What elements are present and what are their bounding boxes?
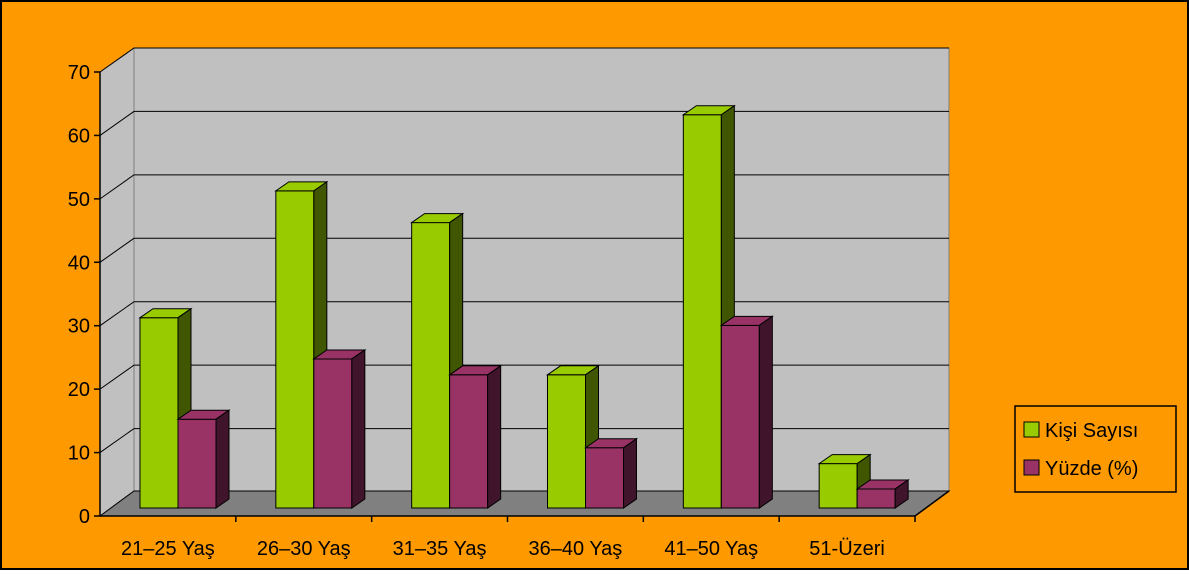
plot-back-wall: [133, 47, 950, 492]
bar-yuzde-0: [176, 409, 231, 509]
x-tick-label: 31–35 Yaş: [393, 538, 487, 560]
x-tick-label: 36–40 Yaş: [529, 538, 623, 560]
gridline: [99, 364, 949, 390]
y-tick-label: 20: [68, 379, 90, 401]
gridline: [99, 428, 949, 453]
plot-side-wall: [99, 47, 135, 517]
x-tick-label: 41–50 Yaş: [664, 538, 758, 560]
x-tick-label: 21–25 Yaş: [121, 538, 215, 560]
y-tick-label: 40: [68, 252, 90, 274]
y-tick-label: 30: [68, 316, 90, 338]
x-tick-label: 51-Üzeri: [809, 538, 885, 560]
gridline: [99, 110, 949, 136]
x-tick-label: 26–30 Yaş: [257, 538, 351, 560]
bar-yuzde-3: [583, 437, 639, 509]
legend-label: Kişi Sayısı: [1045, 420, 1138, 442]
gridline: [99, 237, 949, 263]
legend-box: [1014, 405, 1177, 493]
y-tick-label: 50: [68, 189, 90, 211]
bar-yuzde-2: [448, 364, 503, 509]
gridline: [99, 301, 949, 327]
bar-yuzde-1: [312, 348, 367, 509]
x-axis-depth: [914, 490, 950, 517]
y-tick-label: 10: [68, 443, 90, 465]
legend-swatch: [1023, 459, 1040, 476]
legend-label: Yüzde (%): [1045, 458, 1138, 480]
legend: Kişi Sayısı Yüzde (%): [1014, 405, 1177, 493]
legend-swatch: [1023, 421, 1040, 438]
bar-yuzde-5: [855, 479, 910, 509]
bar-yuzde-4: [719, 315, 774, 509]
bar-kisi-sayisi-0: [138, 307, 193, 509]
y-tick-label: 0: [79, 506, 90, 528]
y-tick-label: 70: [68, 62, 90, 84]
gridline: [99, 47, 949, 73]
y-tick-label: 60: [68, 125, 90, 147]
gridline: [99, 174, 949, 200]
